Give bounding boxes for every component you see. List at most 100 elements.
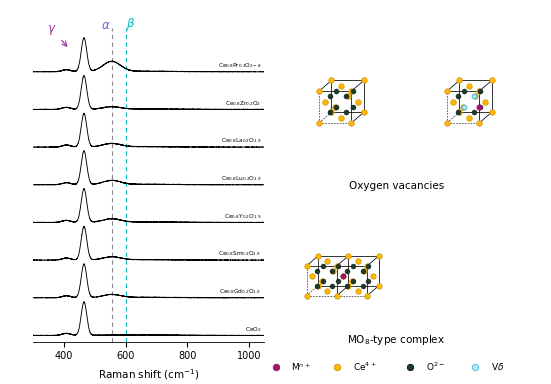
- Point: [271, 364, 280, 370]
- Point: [406, 364, 415, 370]
- Point: [363, 293, 371, 299]
- Point: [333, 364, 342, 370]
- Point: [454, 109, 463, 115]
- Point: [321, 99, 329, 105]
- Text: Ce$_{0.8}$Gd$_{0.2}$O$_{1.9}$: Ce$_{0.8}$Gd$_{0.2}$O$_{1.9}$: [219, 287, 261, 296]
- Point: [327, 78, 336, 84]
- Point: [470, 109, 479, 115]
- Point: [343, 93, 352, 99]
- Point: [353, 99, 362, 105]
- Point: [476, 88, 485, 94]
- X-axis label: Raman shift (cm$^{-1}$): Raman shift (cm$^{-1}$): [98, 367, 199, 382]
- Point: [455, 109, 464, 115]
- Point: [374, 253, 383, 259]
- Point: [342, 93, 351, 99]
- Point: [470, 93, 479, 99]
- Point: [333, 263, 342, 269]
- Text: MO$_8$-type complex: MO$_8$-type complex: [347, 333, 446, 347]
- Point: [475, 88, 484, 94]
- Point: [475, 120, 484, 126]
- Point: [331, 104, 340, 110]
- Point: [332, 293, 341, 299]
- Point: [328, 268, 337, 274]
- Point: [454, 93, 463, 99]
- Text: Ce$_{0.8}$La$_{0.2}$O$_{1.9}$: Ce$_{0.8}$La$_{0.2}$O$_{1.9}$: [221, 136, 261, 145]
- Point: [308, 273, 317, 279]
- Text: Ce$_{0.8}$Sm$_{0.2}$O$_{1.9}$: Ce$_{0.8}$Sm$_{0.2}$O$_{1.9}$: [218, 249, 261, 258]
- Text: $\gamma$: $\gamma$: [47, 23, 67, 46]
- Point: [314, 253, 322, 259]
- Point: [347, 120, 356, 126]
- Text: Oxygen vacancies: Oxygen vacancies: [349, 181, 444, 191]
- Point: [312, 268, 321, 274]
- Point: [349, 278, 358, 284]
- Point: [343, 283, 352, 289]
- Point: [318, 278, 327, 284]
- Text: Ce$_{0.8}$Zr$_{0.2}$O$_2$: Ce$_{0.8}$Zr$_{0.2}$O$_2$: [225, 99, 261, 108]
- Point: [369, 273, 377, 279]
- Point: [442, 88, 451, 94]
- Point: [460, 104, 469, 110]
- Point: [338, 273, 347, 279]
- Point: [344, 283, 353, 289]
- Point: [353, 288, 362, 294]
- Point: [363, 263, 371, 269]
- Point: [332, 104, 341, 110]
- Point: [481, 99, 490, 105]
- Point: [332, 88, 341, 94]
- Point: [347, 88, 356, 94]
- Point: [329, 268, 338, 274]
- Point: [358, 283, 367, 289]
- Point: [323, 288, 332, 294]
- Point: [359, 268, 368, 274]
- Point: [337, 114, 346, 121]
- Point: [471, 364, 479, 370]
- Point: [476, 104, 485, 110]
- Point: [342, 109, 351, 115]
- Point: [323, 258, 332, 264]
- Point: [460, 88, 469, 94]
- Point: [344, 253, 353, 259]
- Text: Ce$_{0.8}$Lu$_{0.2}$O$_{1.9}$: Ce$_{0.8}$Lu$_{0.2}$O$_{1.9}$: [220, 174, 261, 183]
- Point: [317, 278, 326, 284]
- Point: [359, 78, 368, 84]
- Text: Ce$_{0.8}$Y$_{0.2}$O$_{1.9}$: Ce$_{0.8}$Y$_{0.2}$O$_{1.9}$: [224, 212, 261, 220]
- Point: [343, 268, 352, 274]
- Point: [326, 109, 334, 115]
- Point: [338, 273, 347, 279]
- Point: [314, 283, 322, 289]
- Point: [315, 120, 323, 126]
- Point: [327, 109, 336, 115]
- Point: [465, 114, 474, 121]
- Point: [442, 120, 451, 126]
- Text: V$\delta$: V$\delta$: [490, 361, 504, 372]
- Text: M$^{n+}$: M$^{n+}$: [291, 361, 311, 372]
- Point: [487, 109, 496, 115]
- Point: [471, 93, 480, 99]
- Point: [487, 78, 496, 84]
- Point: [449, 99, 457, 105]
- Point: [312, 283, 321, 289]
- Point: [349, 263, 358, 269]
- Point: [465, 83, 474, 89]
- Point: [315, 88, 323, 94]
- Point: [364, 278, 372, 284]
- Point: [348, 278, 356, 284]
- Point: [318, 263, 327, 269]
- Point: [348, 104, 357, 110]
- Point: [353, 258, 362, 264]
- Point: [459, 104, 468, 110]
- Point: [455, 78, 464, 84]
- Text: CeO$_2$: CeO$_2$: [245, 325, 261, 334]
- Text: $\alpha$: $\alpha$: [101, 18, 111, 31]
- Text: Ce$^{4+}$: Ce$^{4+}$: [353, 361, 377, 373]
- Text: O$^{2-}$: O$^{2-}$: [426, 361, 445, 373]
- Point: [364, 263, 372, 269]
- Point: [302, 293, 311, 299]
- Point: [475, 104, 484, 110]
- Text: Ce$_{0.8}$Pr$_{0.2}$O$_{2-\delta}$: Ce$_{0.8}$Pr$_{0.2}$O$_{2-\delta}$: [218, 61, 261, 70]
- Point: [348, 88, 357, 94]
- Point: [374, 283, 383, 289]
- Point: [302, 263, 311, 269]
- Point: [326, 93, 334, 99]
